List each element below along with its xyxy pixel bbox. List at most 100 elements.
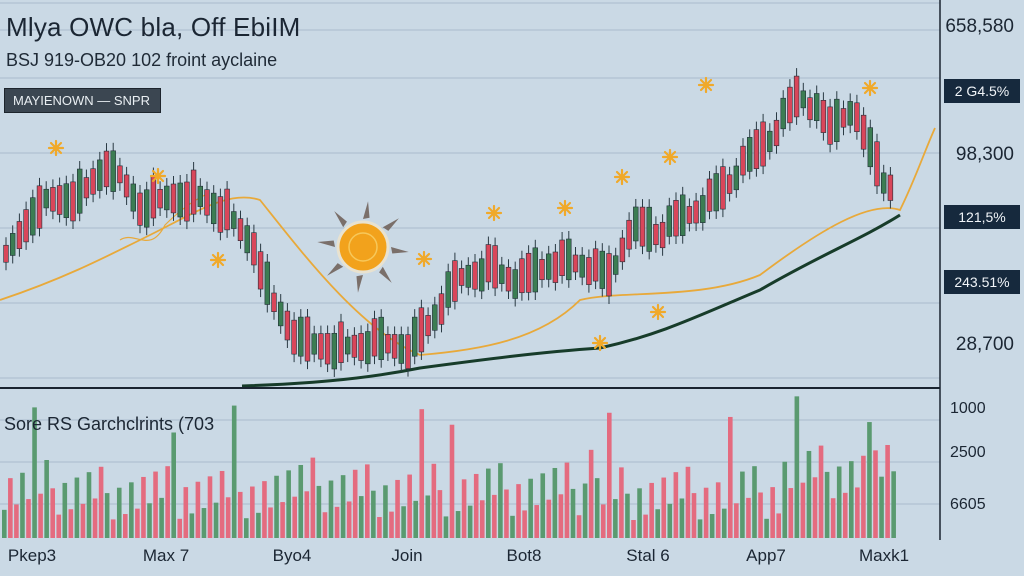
volume-bar (286, 470, 291, 538)
candle-body (211, 192, 217, 225)
volume-bar (389, 511, 394, 538)
sparkle-icon (149, 167, 167, 185)
candle-body (840, 108, 847, 128)
sparkle-icon (415, 250, 433, 268)
candle-body (545, 253, 552, 280)
candle-body (358, 333, 364, 361)
volume-bar (44, 460, 49, 538)
sparkle-icon (697, 76, 715, 94)
volume-bar (340, 475, 346, 538)
volume-bar (685, 466, 691, 538)
candle-body (344, 336, 351, 355)
y-tick-label: 658,580 (945, 16, 1014, 37)
candle-body (251, 232, 257, 266)
candle-body (572, 254, 579, 273)
sun-ray (382, 218, 399, 231)
volume-bar (479, 500, 485, 538)
candle-body (204, 189, 210, 216)
candle-body (787, 86, 793, 124)
volume-bar (655, 509, 660, 538)
volume-bar (667, 503, 673, 538)
candle-body (432, 304, 438, 331)
candle-body (472, 261, 478, 290)
volume-bar (709, 514, 715, 538)
volume-bar (413, 500, 418, 538)
candle-body (284, 310, 291, 341)
candle-body (365, 331, 371, 365)
candle-body (405, 334, 411, 369)
candle-body (492, 245, 498, 289)
x-tick-label: App7 (746, 546, 786, 565)
volume-bar (643, 514, 648, 538)
volume-bar (401, 506, 406, 538)
volume-bar (92, 498, 98, 538)
candle-body (700, 195, 706, 223)
candle-body (130, 183, 136, 212)
sun-decorations (47, 76, 879, 352)
sparkle-icon (613, 168, 631, 186)
volume-bar (395, 479, 400, 538)
candle-body (860, 114, 867, 150)
sparkle-icon (209, 251, 227, 269)
volume-bar (129, 482, 134, 538)
volume-bars (2, 396, 896, 538)
candle-body (144, 189, 150, 228)
candle-body (746, 137, 753, 172)
legend-chip[interactable]: MAYIENOWN — SNPR (4, 88, 161, 113)
candle-body (425, 315, 431, 337)
sun-core (348, 232, 378, 262)
candle-body (90, 168, 96, 195)
candle-body (539, 259, 545, 281)
candle-body (318, 333, 324, 360)
volume-bar (171, 432, 176, 538)
volume-bar (68, 509, 74, 538)
candle-body (164, 185, 170, 211)
volume-tick-label: 1000 (950, 400, 986, 417)
candle-body (813, 93, 820, 121)
volume-bar (564, 462, 570, 538)
x-tick-label: Bot8 (506, 546, 542, 565)
volume-bar (516, 484, 521, 538)
candle-body (103, 150, 110, 188)
candle-body (726, 174, 733, 194)
candle-body (331, 332, 337, 370)
candle-body (478, 258, 485, 292)
volume-bar (104, 493, 110, 538)
moving-averages (0, 127, 936, 388)
volume-bar (855, 487, 860, 538)
candle-body (351, 334, 358, 358)
candle-body (713, 173, 719, 212)
x-tick-label: Stal 6 (626, 546, 670, 565)
candle-body (760, 121, 766, 167)
volume-bar (734, 503, 739, 538)
candle-body (834, 98, 840, 142)
candle-body (505, 266, 512, 292)
volume-bar (818, 445, 824, 538)
candle-body (773, 119, 780, 147)
candle-body (874, 141, 880, 187)
volume-bar (183, 487, 189, 538)
candle-body (686, 206, 693, 224)
candle-body (445, 271, 451, 308)
volume-bar (110, 519, 116, 538)
volume-bar (788, 488, 794, 538)
candle-body (83, 177, 90, 199)
volume-bar (159, 497, 164, 538)
volume-bar (316, 485, 322, 538)
candle-body (170, 183, 177, 214)
candle-body (780, 97, 786, 130)
value-badge: 2 G4.5% (944, 79, 1020, 103)
candle-body (619, 237, 626, 263)
volume-bar (268, 507, 273, 538)
candle-body (767, 130, 773, 152)
candle-body (304, 316, 311, 362)
volume-bar (328, 480, 334, 538)
candle-body (264, 261, 270, 305)
volume-bar (310, 457, 316, 538)
volume-bar (836, 466, 842, 538)
volume-bar (492, 494, 497, 538)
volume-bar (782, 461, 788, 538)
volume-bar (522, 510, 527, 538)
volume-bar (2, 509, 7, 538)
candle-body (398, 334, 404, 364)
